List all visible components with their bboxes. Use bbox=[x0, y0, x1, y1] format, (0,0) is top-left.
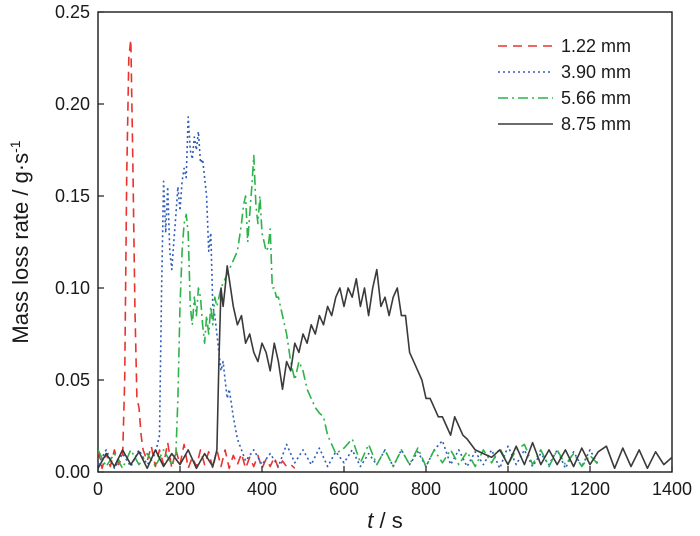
x-tick-label: 1200 bbox=[570, 479, 610, 499]
plot-area bbox=[97, 11, 673, 473]
legend-label-8-75-mm: 8.75 mm bbox=[561, 114, 631, 134]
legend: 1.22 mm 3.90 mm 5.66 mm 8.75 mm bbox=[498, 36, 631, 134]
legend-label-3-90-mm: 3.90 mm bbox=[561, 62, 631, 82]
x-tick-label: 1000 bbox=[488, 479, 528, 499]
ticks-layer: 0 200 400 600 800 1000 1200 1400 0.00 0.05 0.10 0.1… bbox=[55, 2, 692, 499]
x-tick-label: 600 bbox=[329, 479, 359, 499]
x-tick-label: 800 bbox=[411, 479, 441, 499]
y-tick-label: 0.20 bbox=[55, 94, 90, 114]
x-axis-label: t / s bbox=[367, 508, 402, 533]
y-tick-label: 0.25 bbox=[55, 2, 90, 22]
y-tick-label: 0.00 bbox=[55, 462, 90, 482]
x-tick-label: 400 bbox=[247, 479, 277, 499]
series-line-8-75-mm bbox=[98, 265, 672, 470]
y-tick-label: 0.15 bbox=[55, 186, 90, 206]
legend-label-1-22-mm: 1.22 mm bbox=[561, 36, 631, 56]
series-layer bbox=[98, 38, 672, 470]
y-tick-label: 0.05 bbox=[55, 370, 90, 390]
x-tick-label: 1400 bbox=[652, 479, 692, 499]
y-tick-label: 0.10 bbox=[55, 278, 90, 298]
x-tick-label: 0 bbox=[93, 479, 103, 499]
series-line-5-66-mm bbox=[98, 154, 599, 470]
x-tick-label: 200 bbox=[165, 479, 195, 499]
legend-label-5-66-mm: 5.66 mm bbox=[561, 88, 631, 108]
y-axis-label: Mass loss rate / g·s-1 bbox=[7, 140, 33, 343]
